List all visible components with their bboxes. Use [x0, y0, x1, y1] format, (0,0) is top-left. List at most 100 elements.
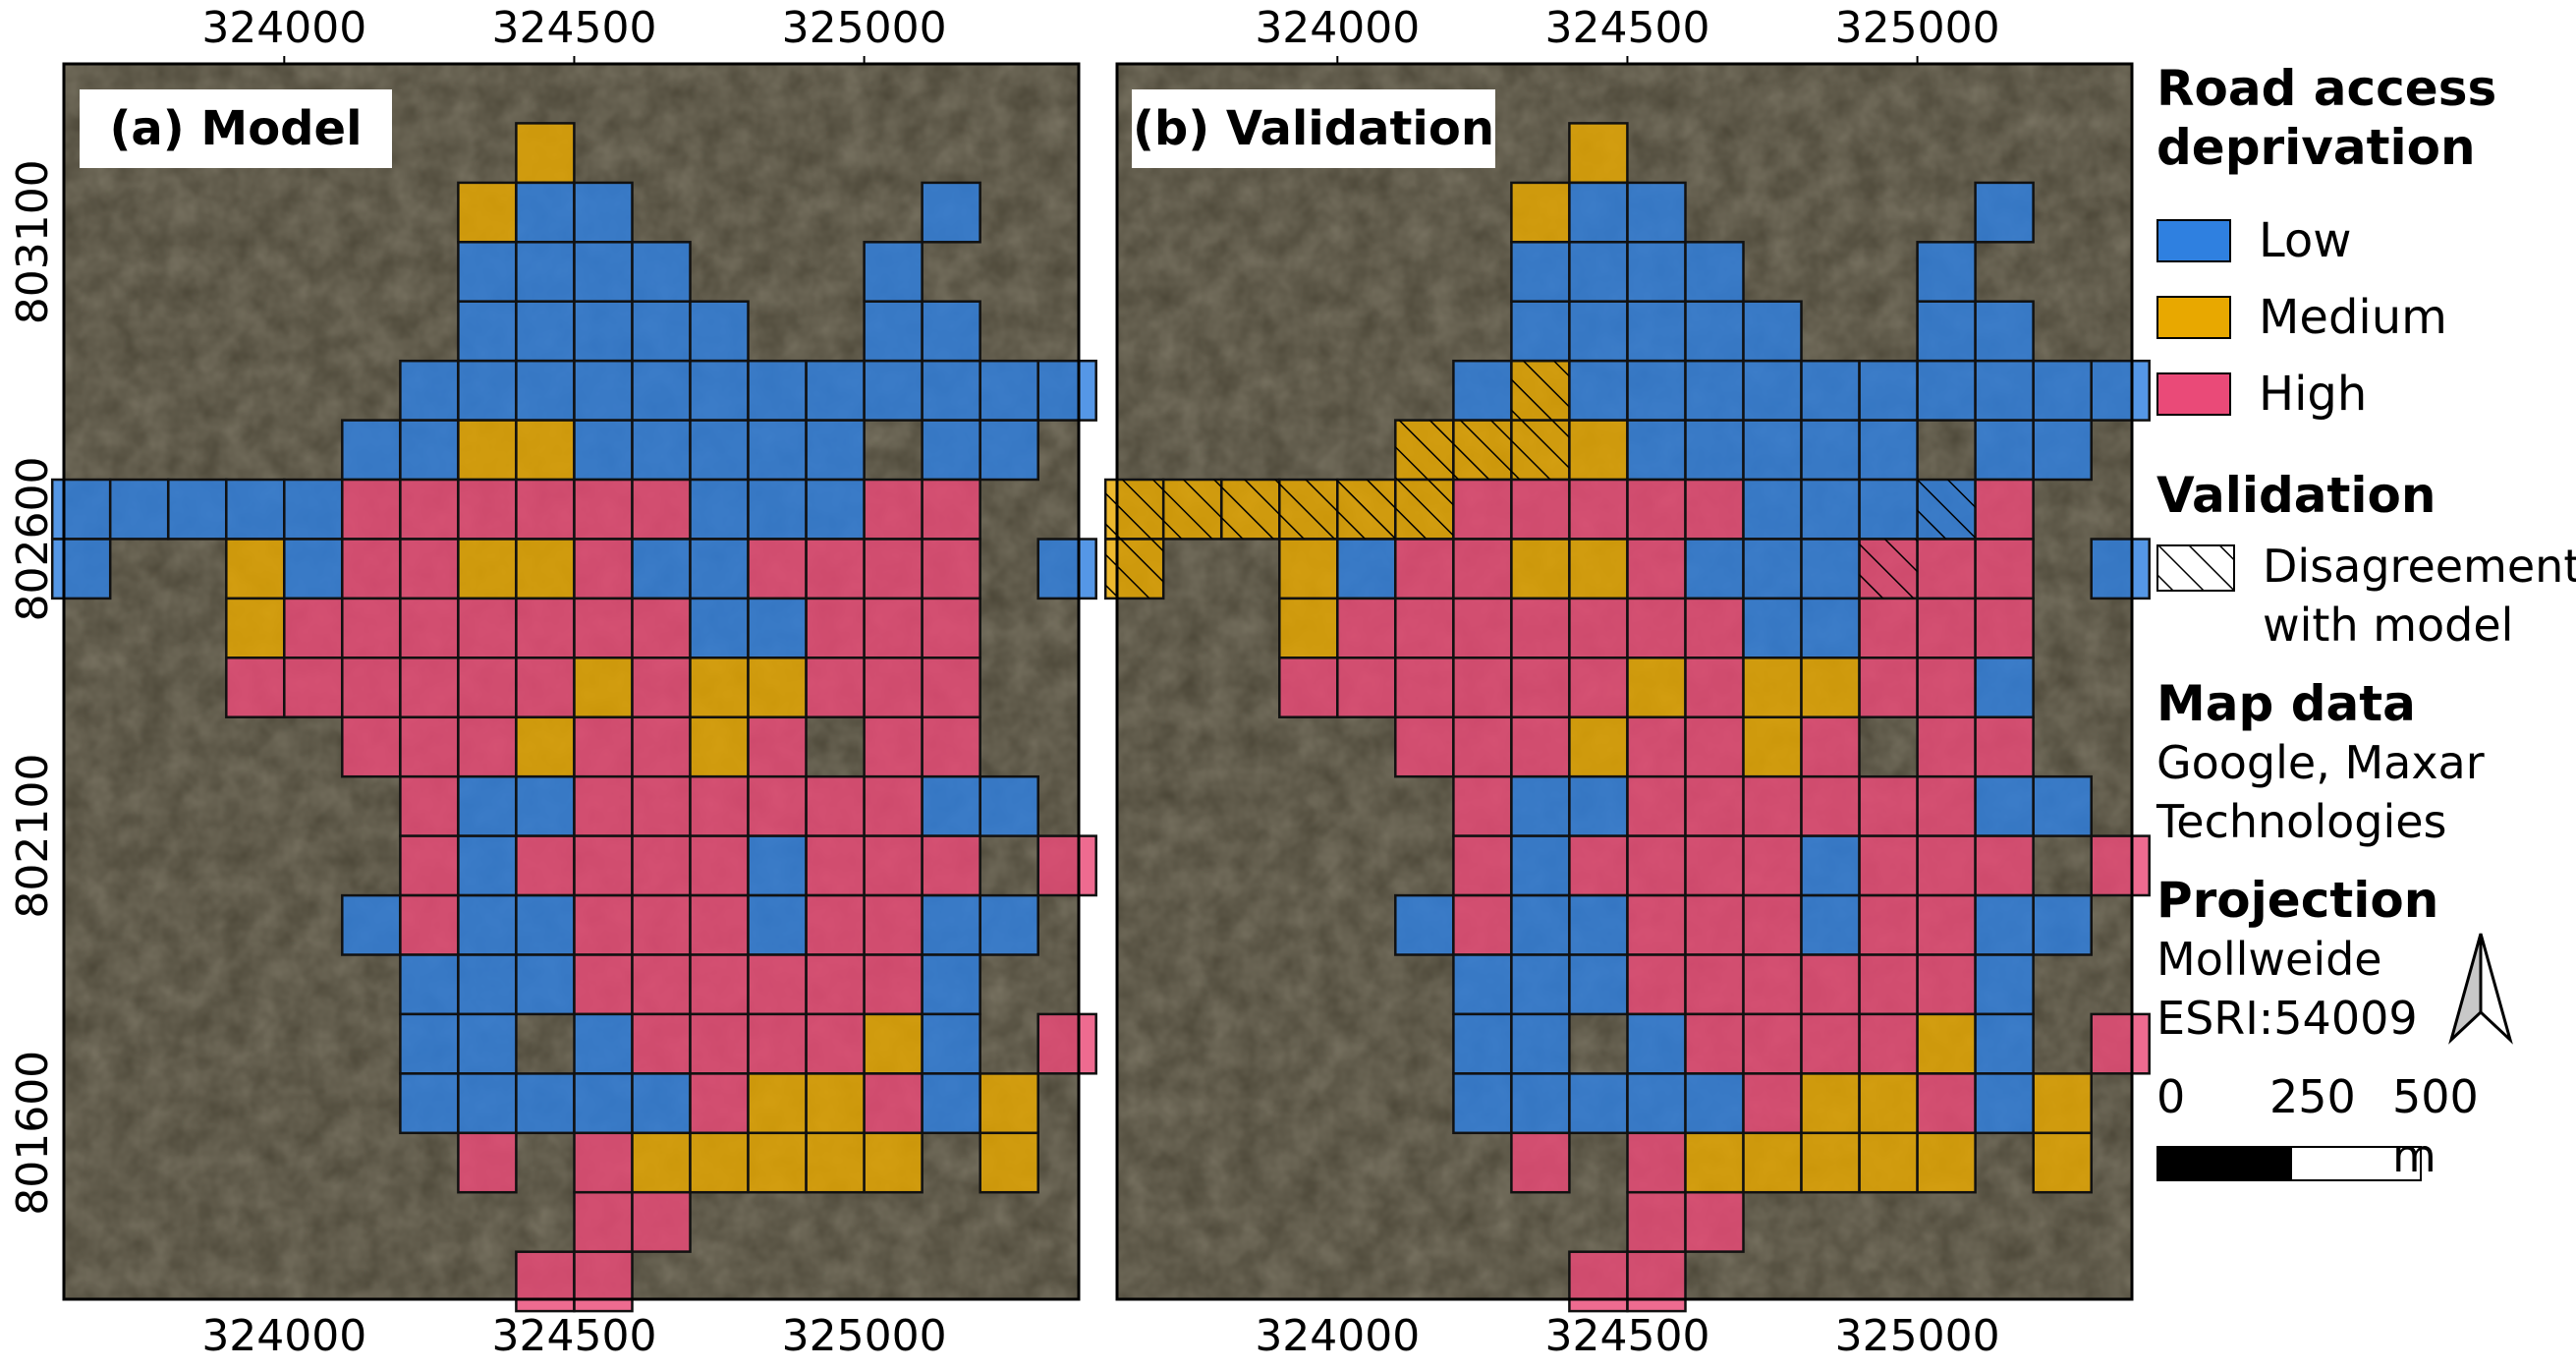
scale-bar-black: [2156, 1146, 2292, 1181]
grid-cell-low: [1452, 359, 1513, 422]
grid-cell-medium: [1510, 181, 1571, 244]
grid-cell-medium: [1568, 419, 1629, 482]
grid-cell-medium: [747, 1131, 808, 1194]
grid-cell-low: [2032, 893, 2093, 956]
grid-cell-high: [341, 715, 402, 778]
validation-title: Validation: [2156, 467, 2436, 524]
x-tick-label-top: 325000: [782, 3, 947, 53]
grid-cell-low: [1974, 953, 2035, 1016]
grid-cell-low: [2032, 419, 2093, 482]
grid-cell-high: [1452, 774, 1513, 837]
grid-cell-low: [399, 1072, 460, 1135]
grid-cell-high: [863, 656, 924, 718]
grid-cell-high: [1036, 1012, 1097, 1075]
grid-cell-medium: [1916, 1131, 1977, 1194]
grid-cell-high: [1568, 834, 1629, 897]
grid-cell-low: [1742, 359, 1803, 422]
grid-cell-medium: [1278, 538, 1339, 600]
model-map-panel: (a) Model 324000 324000 324500 324500 325000…: [8, 3, 1097, 1361]
grid-cell-high: [1394, 656, 1455, 718]
grid-cell-low: [631, 1072, 692, 1135]
grid-cell-medium: [1800, 1131, 1861, 1194]
grid-cell-high: [515, 656, 576, 718]
grid-cell-low: [1858, 478, 1919, 541]
grid-cell-high: [1684, 774, 1745, 837]
grid-cell-low: [1742, 300, 1803, 363]
grid-cell-high: [1510, 597, 1571, 659]
grid-cell-low: [457, 893, 518, 956]
grid-cell-high: [1742, 893, 1803, 956]
grid-cell-low: [689, 359, 750, 422]
grid-cell-low: [921, 419, 981, 482]
x-tick-label-bottom: 324000: [201, 1311, 366, 1361]
grid-cell-high: [1800, 1012, 1861, 1075]
projection-line2: ESRI:54009: [2156, 992, 2418, 1045]
grid-cell-high: [573, 1190, 634, 1253]
disagreement-hatch: [1279, 480, 1338, 540]
disagreement-hatch: [1511, 361, 1570, 421]
x-tick-label-bottom: 325000: [1835, 1311, 2000, 1361]
medium-swatch: [2156, 296, 2231, 339]
disagreement-hatch: [1337, 480, 1396, 540]
grid-cell-high: [1626, 1250, 1687, 1313]
grid-cell-low: [1626, 419, 1687, 482]
map-data-title: Map data: [2156, 675, 2416, 732]
grid-cell-high: [921, 478, 981, 541]
grid-cell-medium: [515, 538, 576, 600]
grid-cell-low: [2032, 359, 2093, 422]
grid-cell-low: [747, 359, 808, 422]
grid-cell-low: [1626, 359, 1687, 422]
grid-cell-low: [108, 478, 170, 541]
grid-cell-low: [979, 774, 1039, 837]
grid-cell-medium: [747, 1072, 808, 1135]
grid-cell-medium: [515, 715, 576, 778]
grid-cell-high: [631, 774, 692, 837]
grid-cell-high: [921, 834, 981, 897]
grid-cell-high: [631, 597, 692, 659]
grid-cell-low: [50, 478, 112, 541]
grid-cell-medium: [979, 1072, 1039, 1135]
grid-cell-low: [283, 478, 344, 541]
grid-cell-high: [1858, 893, 1919, 956]
grid-cell-low: [1684, 1072, 1745, 1135]
grid-cell-high: [1036, 834, 1097, 897]
grid-cell-low: [1974, 419, 2035, 482]
grid-cell-medium: [979, 1131, 1039, 1194]
grid-cell-high: [805, 893, 866, 956]
grid-cell-high: [863, 538, 924, 600]
grid-cell-low: [1742, 597, 1803, 659]
grid-cell-low: [1626, 300, 1687, 363]
grid-cell-high: [1742, 1012, 1803, 1075]
disagreement-line2: with model: [2263, 599, 2514, 652]
grid-cell-high: [1684, 953, 1745, 1016]
grid-cell-low: [1568, 300, 1629, 363]
y-tick-label: 802100: [8, 754, 58, 919]
legend-label-high: High: [2259, 367, 2368, 422]
axis-ticks: 324000 324000 324500 324500 325000 325000 8031…: [8, 3, 947, 1361]
grid-cell-low: [631, 300, 692, 363]
grid-cell-low: [573, 359, 634, 422]
grid-cell-low: [341, 419, 402, 482]
grid-cell-high: [747, 953, 808, 1016]
grid-cell-low: [167, 478, 228, 541]
grid-cell-low: [1510, 1072, 1571, 1135]
grid-cell-low: [1510, 241, 1571, 303]
grid-cell-high: [863, 715, 924, 778]
grid-cell-low: [1336, 538, 1397, 600]
grid-cell-high: [863, 893, 924, 956]
scale-label-250: 250: [2269, 1070, 2356, 1123]
grid-cell-high: [805, 656, 866, 718]
grid-cell-low: [805, 478, 866, 541]
x-tick-label-top: 324500: [1545, 3, 1710, 53]
grid-cell-medium: [1858, 1072, 1919, 1135]
grid-cell-low: [689, 419, 750, 482]
disagreement-hatch: [1453, 420, 1512, 480]
scale-label-0: 0: [2156, 1070, 2186, 1123]
legend-item-disagreement: Disagreement with model: [2156, 537, 2576, 655]
grid-cell-high: [515, 834, 576, 897]
grid-cell-low: [515, 774, 576, 837]
grid-cell-high: [399, 656, 460, 718]
grid-cell-low: [573, 241, 634, 303]
grid-cell-low: [921, 181, 981, 244]
